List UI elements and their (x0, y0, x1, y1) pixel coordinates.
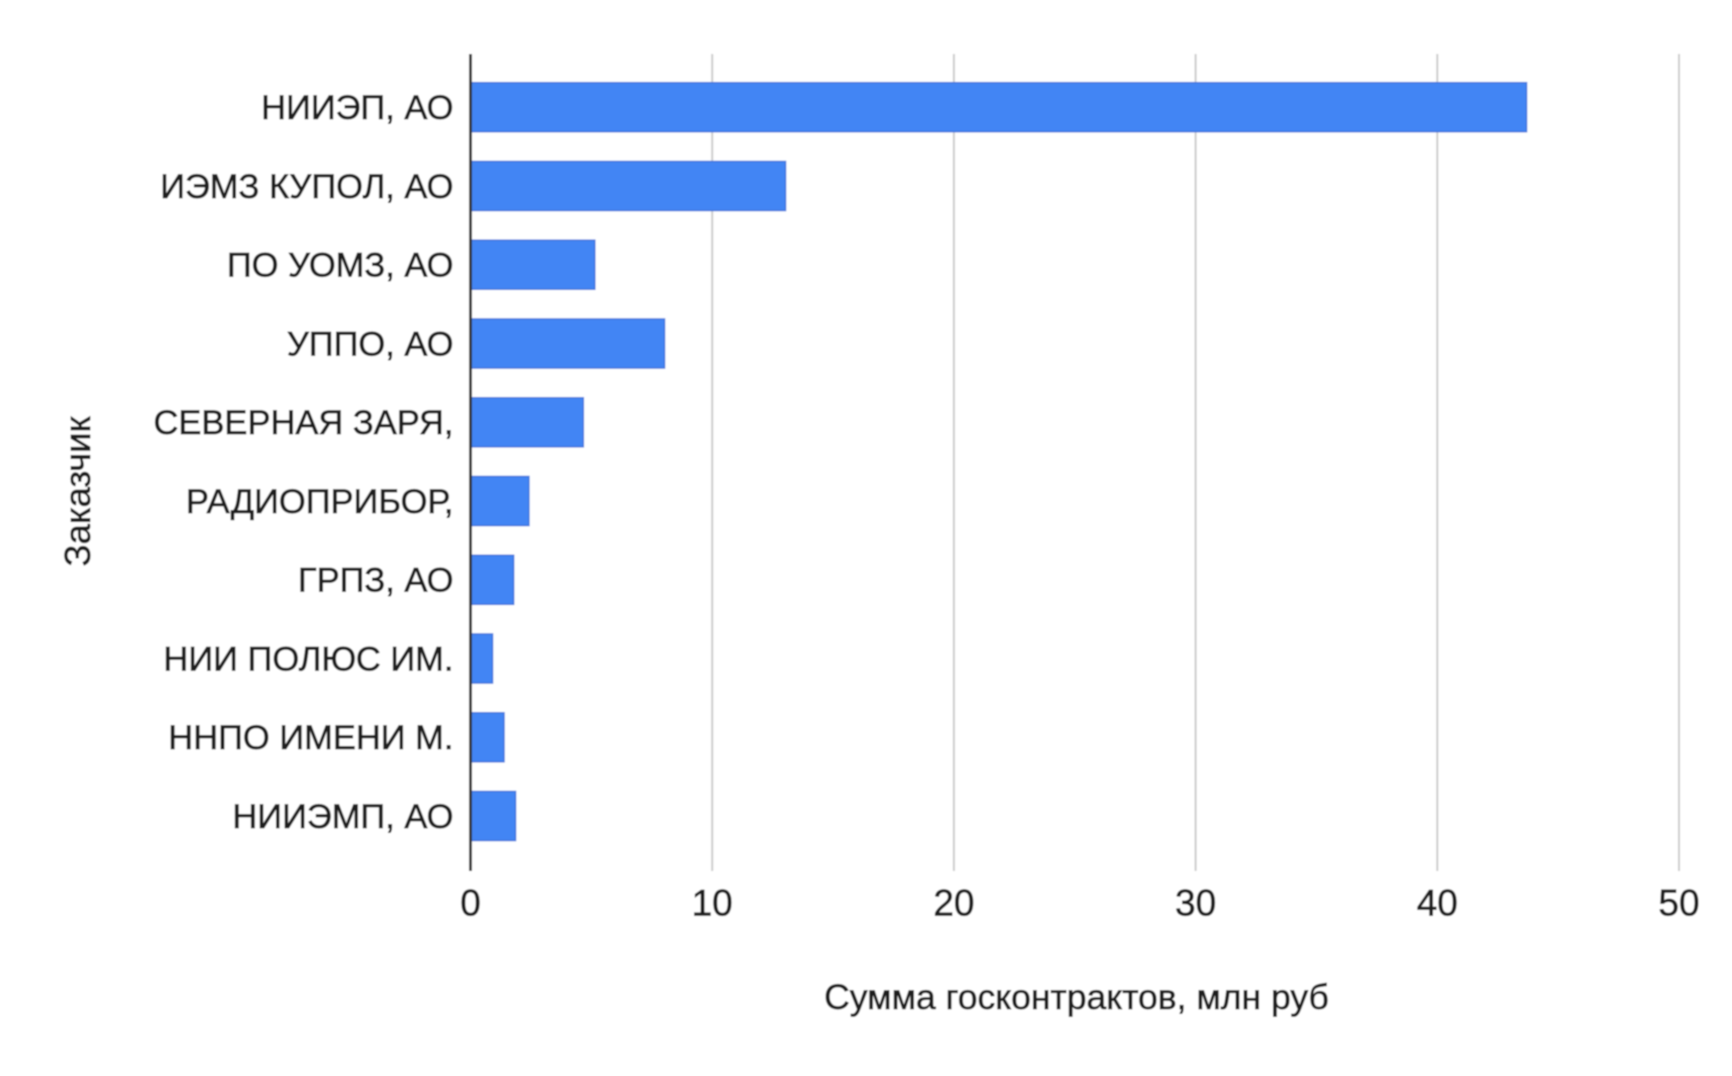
svg-text:ИЭМЗ КУПОЛ, АО: ИЭМЗ КУПОЛ, АО (160, 168, 453, 206)
svg-text:10: 10 (692, 883, 733, 924)
svg-text:20: 20 (933, 883, 974, 924)
svg-text:Сумма госконтрактов, млн руб: Сумма госконтрактов, млн руб (824, 977, 1329, 1017)
svg-text:50: 50 (1658, 883, 1699, 924)
svg-text:СЕВЕРНАЯ ЗАРЯ,: СЕВЕРНАЯ ЗАРЯ, (154, 404, 454, 442)
svg-text:0: 0 (460, 883, 481, 924)
svg-text:УППО, АО: УППО, АО (287, 325, 454, 363)
svg-text:Заказчик: Заказчик (57, 416, 98, 567)
svg-text:НИИЭМП, АО: НИИЭМП, АО (232, 798, 453, 836)
svg-text:30: 30 (1175, 883, 1216, 924)
svg-text:40: 40 (1417, 883, 1458, 924)
svg-text:НИИ ПОЛЮС ИМ.: НИИ ПОЛЮС ИМ. (163, 640, 453, 678)
svg-text:НИИЭП, АО: НИИЭП, АО (261, 89, 453, 127)
svg-text:ПО УОМЗ, АО: ПО УОМЗ, АО (227, 247, 454, 285)
svg-text:ННПО ИМЕНИ М.: ННПО ИМЕНИ М. (168, 719, 453, 757)
svg-text:РАДИОПРИБОР,: РАДИОПРИБОР, (186, 483, 454, 521)
svg-text:ГРПЗ, АО: ГРПЗ, АО (298, 562, 454, 600)
